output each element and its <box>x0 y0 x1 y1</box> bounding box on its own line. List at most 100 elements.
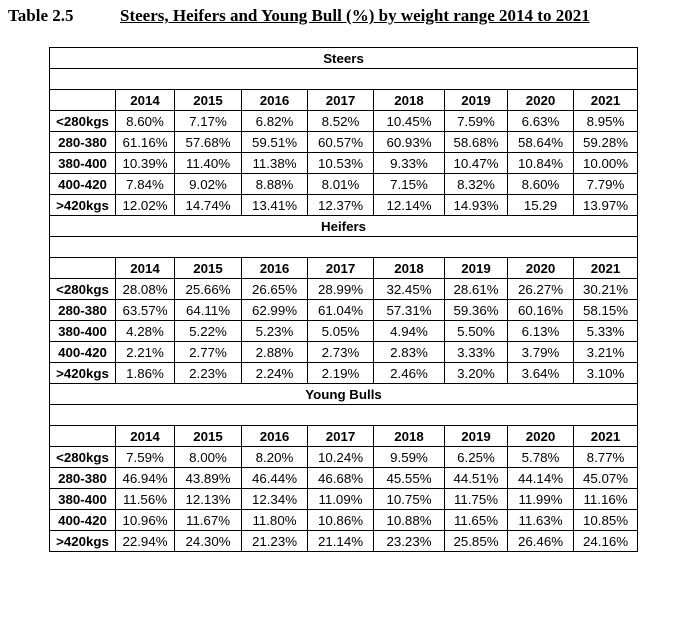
year-header-cell: 2015 <box>174 425 242 447</box>
percentage-cell: 3.10% <box>572 362 639 384</box>
percentage-cell: 3.79% <box>507 341 574 363</box>
percentage-cell: 3.20% <box>444 362 508 384</box>
percentage-cell: 13.97% <box>572 194 639 216</box>
spacer-cell <box>48 236 639 258</box>
percentage-cell: 14.74% <box>174 194 242 216</box>
percentage-cell: 10.47% <box>444 152 508 174</box>
percentage-cell: 10.00% <box>572 152 639 174</box>
percentage-cell: 11.16% <box>572 488 639 510</box>
percentage-cell: 5.33% <box>572 320 639 342</box>
percentage-cell: 23.23% <box>373 530 445 552</box>
percentage-cell: 4.28% <box>115 320 175 342</box>
percentage-cell: 26.27% <box>507 278 574 300</box>
weight-range-label: 280-380 <box>49 299 116 321</box>
percentage-cell: 30.21% <box>572 278 639 300</box>
percentage-cell: 64.11% <box>174 299 242 321</box>
spacer-row <box>48 236 639 258</box>
weight-range-label: >420kgs <box>49 194 116 216</box>
percentage-cell: 26.46% <box>507 530 574 552</box>
percentage-cell: 4.94% <box>373 320 445 342</box>
percentage-cell: 8.88% <box>241 173 308 195</box>
percentage-cell: 10.24% <box>307 446 374 468</box>
table-row: 380-400 11.56% 12.13% 12.34% 11.09% 10.75% 11.… <box>49 488 639 510</box>
percentage-cell: 43.89% <box>174 467 242 489</box>
percentage-cell: 10.84% <box>507 152 574 174</box>
year-header-cell: 2018 <box>373 257 445 279</box>
percentage-cell: 10.53% <box>307 152 374 174</box>
percentage-cell: 12.14% <box>373 194 445 216</box>
spacer-cell <box>48 68 639 90</box>
table-row: >420kgs 12.02% 14.74% 13.41% 12.37% 12.14% 14.… <box>49 194 639 216</box>
percentage-cell: 8.60% <box>507 173 574 195</box>
section-title: Steers <box>48 47 639 69</box>
year-header-cell: 2016 <box>241 257 308 279</box>
year-header-cell: 2014 <box>115 89 175 111</box>
percentage-cell: 11.40% <box>174 152 242 174</box>
table-row: 400-420 7.84% 9.02% 8.88% 8.01% 7.15% 8.32% 8.6… <box>49 173 639 195</box>
percentage-cell: 28.08% <box>115 278 175 300</box>
corner-cell <box>49 425 116 447</box>
year-header-cell: 2020 <box>507 425 574 447</box>
section-title: Heifers <box>48 215 639 237</box>
percentage-cell: 22.94% <box>115 530 175 552</box>
percentage-cell: 57.68% <box>174 131 242 153</box>
weight-range-label: 280-380 <box>49 467 116 489</box>
table-row: <280kgs 28.08% 25.66% 26.65% 28.99% 32.45% 28.… <box>49 278 639 300</box>
percentage-cell: 63.57% <box>115 299 175 321</box>
table-row: 400-420 2.21% 2.77% 2.88% 2.73% 2.83% 3.33% 3.7… <box>49 341 639 363</box>
weight-range-label: 380-400 <box>49 488 116 510</box>
table-row: 380-400 10.39% 11.40% 11.38% 10.53% 9.33% 10.4… <box>49 152 639 174</box>
percentage-cell: 7.84% <box>115 173 175 195</box>
year-header-cell: 2021 <box>572 257 639 279</box>
year-header-cell: 2015 <box>174 89 242 111</box>
table-row: 400-420 10.96% 11.67% 11.80% 10.86% 10.88% 11.… <box>49 509 639 531</box>
table-row: >420kgs 1.86% 2.23% 2.24% 2.19% 2.46% 3.20% 3.6… <box>49 362 639 384</box>
percentage-cell: 58.68% <box>444 131 508 153</box>
percentage-cell: 21.23% <box>241 530 308 552</box>
percentage-cell: 2.46% <box>373 362 445 384</box>
percentage-cell: 61.16% <box>115 131 175 153</box>
percentage-cell: 59.36% <box>444 299 508 321</box>
percentage-cell: 32.45% <box>373 278 445 300</box>
percentage-cell: 11.38% <box>241 152 308 174</box>
table-row: 280-380 46.94% 43.89% 46.44% 46.68% 45.55% 44.… <box>49 467 639 489</box>
year-header-cell: 2018 <box>373 425 445 447</box>
percentage-cell: 7.15% <box>373 173 445 195</box>
section-header-steers: Steers <box>48 47 639 69</box>
percentage-cell: 24.16% <box>572 530 639 552</box>
table-caption: Table 2.5 Steers, Heifers and Young Bull… <box>8 6 668 30</box>
year-header-cell: 2017 <box>307 89 374 111</box>
year-header-cell: 2019 <box>444 425 508 447</box>
percentage-cell: 44.51% <box>444 467 508 489</box>
percentage-cell: 45.07% <box>572 467 639 489</box>
percentage-cell: 13.41% <box>241 194 308 216</box>
percentage-cell: 3.33% <box>444 341 508 363</box>
percentage-cell: 11.75% <box>444 488 508 510</box>
percentage-cell: 60.16% <box>507 299 574 321</box>
weight-range-table-container: Steers 2014 2015 2016 2017 2018 2019 2020 2021 <2… <box>48 47 639 585</box>
percentage-cell: 7.59% <box>115 446 175 468</box>
percentage-cell: 62.99% <box>241 299 308 321</box>
spacer-row <box>48 404 639 426</box>
percentage-cell: 10.96% <box>115 509 175 531</box>
percentage-cell: 28.61% <box>444 278 508 300</box>
percentage-cell: 8.95% <box>572 110 639 132</box>
year-header-cell: 2020 <box>507 89 574 111</box>
weight-range-label: 400-420 <box>49 509 116 531</box>
percentage-cell: 11.56% <box>115 488 175 510</box>
percentage-cell: 5.50% <box>444 320 508 342</box>
percentage-cell: 6.25% <box>444 446 508 468</box>
section-header-young-bulls: Young Bulls <box>48 383 639 405</box>
table-row: 380-400 4.28% 5.22% 5.23% 5.05% 4.94% 5.50% 6.1… <box>49 320 639 342</box>
year-header-row: 2014 2015 2016 2017 2018 2019 2020 2021 <box>49 425 639 447</box>
table-row: >420kgs 22.94% 24.30% 21.23% 21.14% 23.23% 25.… <box>49 530 639 552</box>
table-row: <280kgs 7.59% 8.00% 8.20% 10.24% 9.59% 6.25% 5.… <box>49 446 639 468</box>
weight-range-label: 380-400 <box>49 320 116 342</box>
weight-range-label: 400-420 <box>49 341 116 363</box>
table-title: Steers, Heifers and Young Bull (%) by we… <box>120 6 590 25</box>
weight-range-label: 400-420 <box>49 173 116 195</box>
percentage-cell: 46.44% <box>241 467 308 489</box>
percentage-cell: 2.88% <box>241 341 308 363</box>
table-row: 280-380 63.57% 64.11% 62.99% 61.04% 57.31% 59.… <box>49 299 639 321</box>
year-header-cell: 2014 <box>115 425 175 447</box>
